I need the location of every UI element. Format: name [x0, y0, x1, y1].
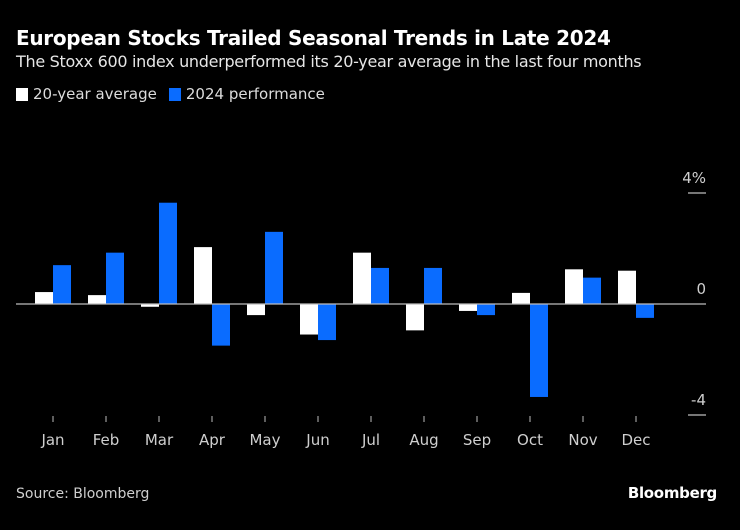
bar-2024-feb	[106, 252, 124, 304]
x-tick-label-oct: Oct	[517, 431, 543, 449]
x-tick-label-aug: Aug	[409, 431, 438, 449]
x-tick-label-feb: Feb	[93, 431, 120, 449]
brand-logo: Bloomberg	[627, 484, 717, 502]
bar-2024-oct	[530, 304, 548, 397]
legend-item-20-year-average: 20-year average	[16, 85, 157, 103]
bar-20yr-avg-nov	[565, 269, 583, 304]
bar-2024-apr	[212, 304, 230, 346]
chart-subtitle: The Stoxx 600 index underperformed its 2…	[16, 52, 642, 71]
bar-2024-sep	[477, 304, 495, 316]
bar-2024-aug	[424, 267, 442, 304]
bar-2024-jan	[53, 265, 71, 304]
x-tick-label-nov: Nov	[568, 431, 597, 449]
source-note: Source: Bloomberg	[16, 486, 150, 502]
legend-label: 20-year average	[33, 85, 157, 103]
y-tick-label: -4	[691, 391, 706, 409]
y-tick-label: 4%	[682, 169, 706, 187]
bar-20yr-avg-feb	[88, 295, 106, 304]
x-tick-label-sep: Sep	[463, 431, 491, 449]
x-tick-label-mar: Mar	[145, 431, 174, 449]
legend-swatch-white	[16, 87, 28, 101]
bar-2024-nov	[583, 277, 601, 304]
bar-20yr-avg-sep	[459, 304, 477, 311]
bar-20yr-avg-apr	[194, 247, 212, 304]
bar-20yr-avg-jun	[300, 304, 318, 335]
x-tick-label-may: May	[249, 431, 280, 449]
legend-swatch-blue	[168, 87, 181, 101]
bar-20yr-avg-oct	[512, 292, 530, 304]
bar-20yr-avg-mar	[141, 304, 159, 307]
x-tick-label-jan: Jan	[40, 431, 64, 449]
bar-20yr-avg-jul	[353, 252, 371, 304]
bar-2024-dec	[636, 304, 654, 318]
x-tick-label-apr: Apr	[199, 431, 226, 449]
legend: 20-year average 2024 performance	[16, 85, 337, 103]
bar-20yr-avg-dec	[618, 270, 636, 304]
bar-2024-may	[265, 231, 283, 304]
chart-title: European Stocks Trailed Seasonal Trends …	[16, 26, 611, 50]
legend-item-2024-performance: 2024 performance	[168, 85, 325, 103]
bar-20yr-avg-jan	[35, 292, 53, 304]
x-tick-label-jun: Jun	[305, 431, 329, 449]
bar-2024-jun	[318, 304, 336, 341]
bar-2024-jul	[371, 267, 389, 304]
x-tick-label-dec: Dec	[621, 431, 650, 449]
x-tick-label-jul: Jul	[361, 431, 380, 449]
bar-20yr-avg-aug	[406, 304, 424, 331]
bar-2024-mar	[159, 202, 177, 304]
y-tick-label: 0	[696, 280, 706, 298]
legend-label: 2024 performance	[185, 85, 325, 103]
bar-20yr-avg-may	[247, 304, 265, 316]
